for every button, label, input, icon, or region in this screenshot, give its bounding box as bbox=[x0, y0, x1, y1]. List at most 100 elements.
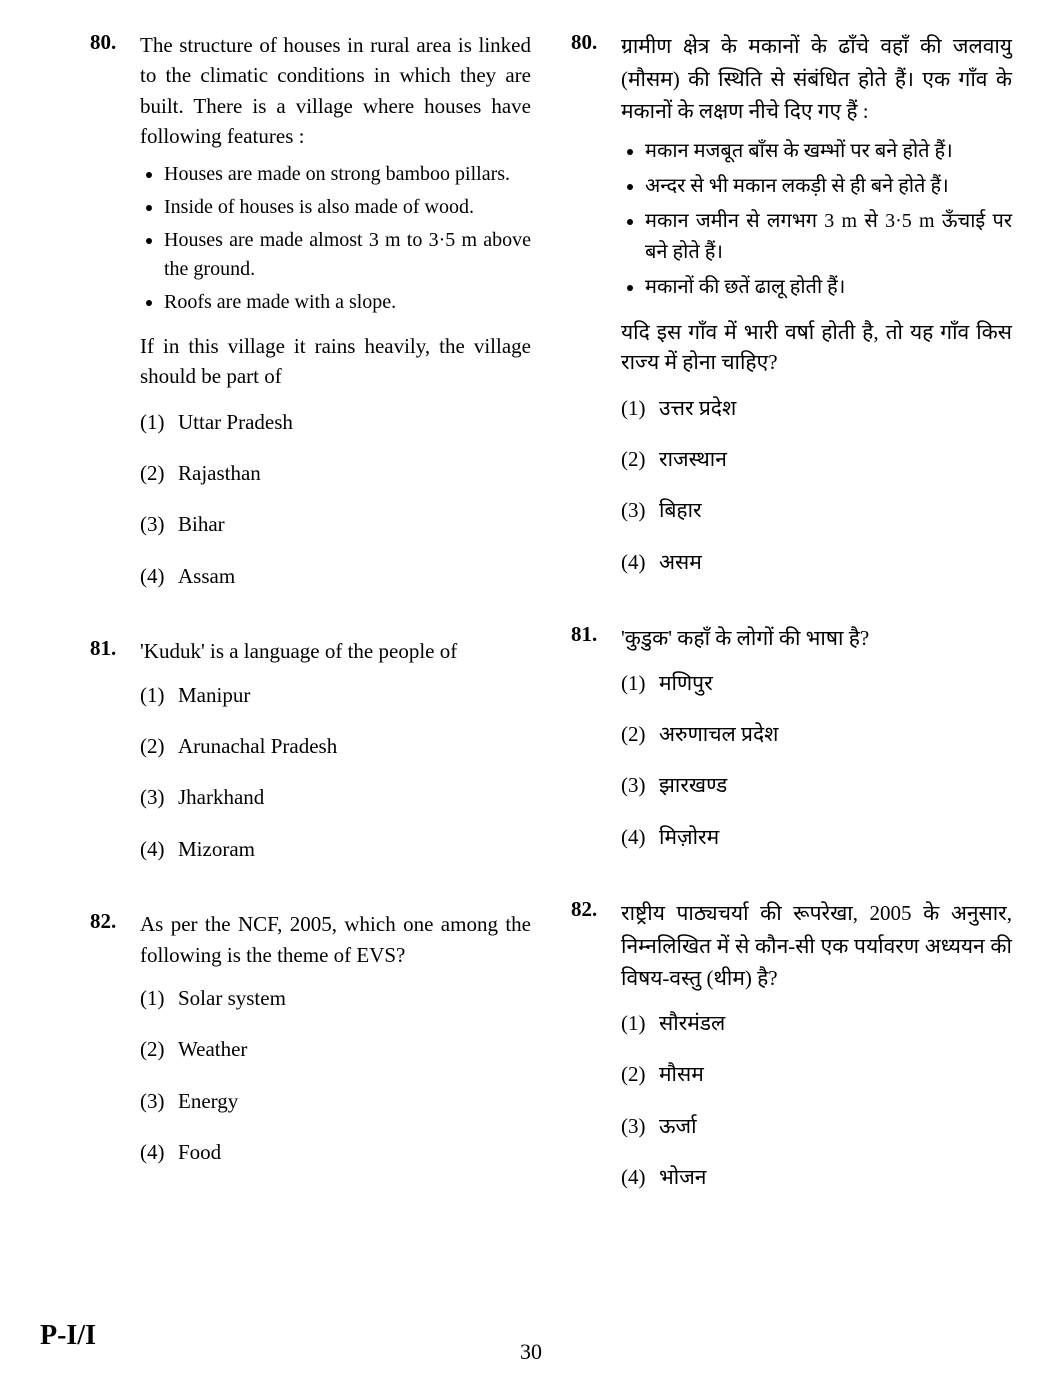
option-text: अरुणाचल प्रदेश bbox=[659, 722, 778, 746]
option-2: (2) Arunachal Pradesh bbox=[140, 732, 531, 761]
option-number: (3) bbox=[621, 771, 646, 800]
option-number: (1) bbox=[621, 669, 646, 698]
question-81-hi: 81. 'कुडुक' कहाँ के लोगों की भाषा है? (1… bbox=[571, 622, 1012, 852]
question-number: 80. bbox=[571, 30, 597, 55]
option-number: (2) bbox=[621, 720, 646, 749]
options-list: (1) मणिपुर (2) अरुणाचल प्रदेश (3) झारखण्ड (… bbox=[621, 669, 1012, 853]
option-1: (1) Manipur bbox=[140, 681, 531, 710]
option-1: (1) Solar system bbox=[140, 984, 531, 1013]
option-text: Manipur bbox=[178, 683, 250, 707]
feature-item: Roofs are made with a slope. bbox=[164, 288, 531, 317]
option-4: (4) Food bbox=[140, 1138, 531, 1167]
column-english: 80. The structure of houses in rural are… bbox=[40, 30, 531, 1237]
option-number: (1) bbox=[140, 681, 165, 710]
option-number: (3) bbox=[140, 510, 165, 539]
feature-item: मकान मजबूत बाँस के खम्भों पर बने होते है… bbox=[645, 136, 1012, 167]
options-list: (1)Uttar Pradesh (2)Rajasthan (3) Bihar (… bbox=[140, 408, 531, 592]
option-2: (2)मौसम bbox=[621, 1060, 1012, 1089]
options-list: (1) Solar system (2) Weather (3)Energy (4)… bbox=[140, 984, 531, 1168]
feature-list: मकान मजबूत बाँस के खम्भों पर बने होते है… bbox=[621, 136, 1012, 303]
option-3: (3) बिहार bbox=[621, 496, 1012, 525]
option-text: Mizoram bbox=[178, 837, 255, 861]
option-text: मणिपुर bbox=[659, 671, 713, 695]
question-number: 81. bbox=[90, 636, 116, 661]
option-number: (3) bbox=[621, 496, 646, 525]
option-text: Jharkhand bbox=[178, 785, 264, 809]
feature-item: मकान जमीन से लगभग 3 m से 3·5 m ऊँचाई पर … bbox=[645, 206, 1012, 268]
option-number: (2) bbox=[140, 459, 165, 488]
option-text: Arunachal Pradesh bbox=[178, 734, 337, 758]
question-text: 'कुडुक' कहाँ के लोगों की भाषा है? bbox=[621, 622, 1012, 655]
option-2: (2) राजस्थान bbox=[621, 445, 1012, 474]
page-content: 80. The structure of houses in rural are… bbox=[40, 30, 1022, 1237]
question-number: 81. bbox=[571, 622, 597, 647]
option-text: Energy bbox=[178, 1089, 238, 1113]
option-text: ऊर्जा bbox=[659, 1114, 697, 1138]
paper-code: P-I/I bbox=[40, 1320, 96, 1352]
option-number: (2) bbox=[621, 1060, 646, 1089]
option-4: (4) भोजन bbox=[621, 1163, 1012, 1192]
option-text: भोजन bbox=[659, 1165, 706, 1189]
option-text: राजस्थान bbox=[659, 447, 727, 471]
question-number: 82. bbox=[571, 897, 597, 922]
option-number: (2) bbox=[140, 732, 165, 761]
option-3: (3) झारखण्ड bbox=[621, 771, 1012, 800]
question-number: 80. bbox=[90, 30, 116, 55]
option-1: (1) मणिपुर bbox=[621, 669, 1012, 698]
option-text: Weather bbox=[178, 1037, 247, 1061]
option-1: (1) सौरमंडल bbox=[621, 1009, 1012, 1038]
question-leadout: यदि इस गाँव में भारी वर्षा होती है, तो य… bbox=[621, 317, 1012, 378]
option-2: (2)Rajasthan bbox=[140, 459, 531, 488]
question-81-en: 81. 'Kuduk' is a language of the people … bbox=[90, 636, 531, 864]
option-text: Bihar bbox=[178, 512, 225, 536]
column-hindi: 80. ग्रामीण क्षेत्र के मकानों के ढाँचे व… bbox=[561, 30, 1022, 1237]
question-text: 'Kuduk' is a language of the people of bbox=[140, 636, 531, 666]
option-3: (3) Jharkhand bbox=[140, 783, 531, 812]
option-number: (4) bbox=[621, 823, 646, 852]
option-1: (1)उत्तर प्रदेश bbox=[621, 394, 1012, 423]
option-1: (1)Uttar Pradesh bbox=[140, 408, 531, 437]
option-number: (1) bbox=[621, 1009, 646, 1038]
option-number: (3) bbox=[621, 1112, 646, 1141]
option-number: (4) bbox=[140, 562, 165, 591]
option-number: (3) bbox=[140, 783, 165, 812]
option-4: (4) असम bbox=[621, 548, 1012, 577]
option-number: (4) bbox=[621, 1163, 646, 1192]
feature-item: मकानों की छतें ढालू होती हैं। bbox=[645, 272, 1012, 303]
option-text: Solar system bbox=[178, 986, 286, 1010]
feature-list: Houses are made on strong bamboo pillars… bbox=[140, 160, 531, 317]
option-2: (2) Weather bbox=[140, 1035, 531, 1064]
option-text: असम bbox=[659, 550, 702, 574]
option-text: मिज़ोरम bbox=[659, 825, 719, 849]
option-number: (1) bbox=[140, 408, 165, 437]
option-3: (3) ऊर्जा bbox=[621, 1112, 1012, 1141]
option-2: (2) अरुणाचल प्रदेश bbox=[621, 720, 1012, 749]
question-80-en: 80. The structure of houses in rural are… bbox=[90, 30, 531, 591]
question-82-en: 82. As per the NCF, 2005, which one amon… bbox=[90, 909, 531, 1167]
question-leadout: If in this village it rains heavily, the… bbox=[140, 331, 531, 392]
page-number: 30 bbox=[520, 1339, 542, 1365]
question-text: The structure of houses in rural area is… bbox=[140, 30, 531, 152]
options-list: (1)उत्तर प्रदेश (2) राजस्थान (3) बिहार (4)… bbox=[621, 394, 1012, 578]
option-text: Food bbox=[178, 1140, 221, 1164]
option-4: (4) Mizoram bbox=[140, 835, 531, 864]
feature-item: Houses are made almost 3 m to 3·5 m abov… bbox=[164, 226, 531, 284]
option-number: (4) bbox=[140, 835, 165, 864]
question-number: 82. bbox=[90, 909, 116, 934]
option-text: बिहार bbox=[659, 498, 702, 522]
option-number: (2) bbox=[621, 445, 646, 474]
option-text: Assam bbox=[178, 564, 235, 588]
option-number: (4) bbox=[621, 548, 646, 577]
question-82-hi: 82. राष्ट्रीय पाठ्यचर्या की रूपरेखा, 200… bbox=[571, 897, 1012, 1192]
option-text: सौरमंडल bbox=[659, 1011, 725, 1035]
option-3: (3) Bihar bbox=[140, 510, 531, 539]
options-list: (1) सौरमंडल (2)मौसम (3) ऊर्जा (4) भोजन bbox=[621, 1009, 1012, 1193]
option-number: (1) bbox=[140, 984, 165, 1013]
option-number: (2) bbox=[140, 1035, 165, 1064]
option-number: (4) bbox=[140, 1138, 165, 1167]
option-3: (3)Energy bbox=[140, 1087, 531, 1116]
option-text: झारखण्ड bbox=[659, 773, 727, 797]
feature-item: Inside of houses is also made of wood. bbox=[164, 193, 531, 222]
options-list: (1) Manipur (2) Arunachal Pradesh (3) Jhark… bbox=[140, 681, 531, 865]
question-text: ग्रामीण क्षेत्र के मकानों के ढाँचे वहाँ … bbox=[621, 30, 1012, 128]
